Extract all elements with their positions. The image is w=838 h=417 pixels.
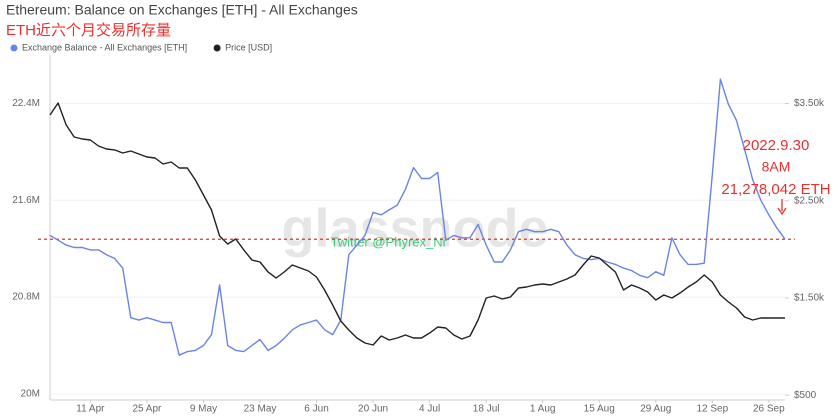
- annotation: 2022.9.30: [743, 137, 810, 154]
- y2-tick-label: $3.50k: [794, 98, 825, 109]
- x-tick-label: 18 Jul: [473, 404, 500, 415]
- annotation: 21,278,042 ETH: [721, 181, 830, 198]
- legend-label: Price [USD]: [225, 42, 272, 52]
- x-tick-label: 25 Apr: [132, 404, 162, 415]
- x-tick-label: 29 Aug: [640, 404, 671, 415]
- legend-label: Exchange Balance - All Exchanges [ETH]: [22, 42, 187, 52]
- annotation-arrow-head: [777, 207, 787, 216]
- series-line: [49, 102, 785, 346]
- chart-subtitle: ETH近六个月交易所存量: [6, 21, 171, 39]
- x-tick-label: 6 Jun: [304, 404, 328, 415]
- y2-tick-label: $2.50k: [794, 195, 825, 206]
- x-tick-label: 11 Apr: [76, 404, 105, 415]
- y-tick-label: 22.4M: [12, 98, 40, 109]
- legend-marker: [10, 44, 18, 52]
- credit: Twitter @Phyrex_Ni: [330, 234, 445, 249]
- x-tick-label: 26 Sep: [753, 404, 785, 415]
- y2-tick-label: $1.50k: [794, 293, 825, 304]
- x-tick-label: 4 Jul: [419, 404, 440, 415]
- x-tick-label: 23 May: [244, 404, 277, 415]
- y2-tick-label: $500: [794, 390, 817, 401]
- y-tick-label: 21.6M: [12, 195, 40, 206]
- chart-title: Ethereum: Balance on Exchanges [ETH] - A…: [6, 2, 358, 18]
- x-tick-label: 15 Aug: [584, 404, 615, 415]
- legend-marker: [213, 44, 221, 52]
- x-tick-label: 12 Sep: [696, 404, 728, 415]
- x-tick-label: 1 Aug: [530, 404, 556, 415]
- x-tick-label: 9 May: [190, 404, 217, 415]
- y-tick-label: 20.8M: [12, 292, 40, 303]
- y-tick-label: 20M: [21, 389, 40, 400]
- series-line: [49, 78, 786, 356]
- x-tick-label: 20 Jun: [358, 404, 388, 415]
- watermark: glassnode: [281, 198, 548, 258]
- annotation: 8AM: [762, 159, 791, 175]
